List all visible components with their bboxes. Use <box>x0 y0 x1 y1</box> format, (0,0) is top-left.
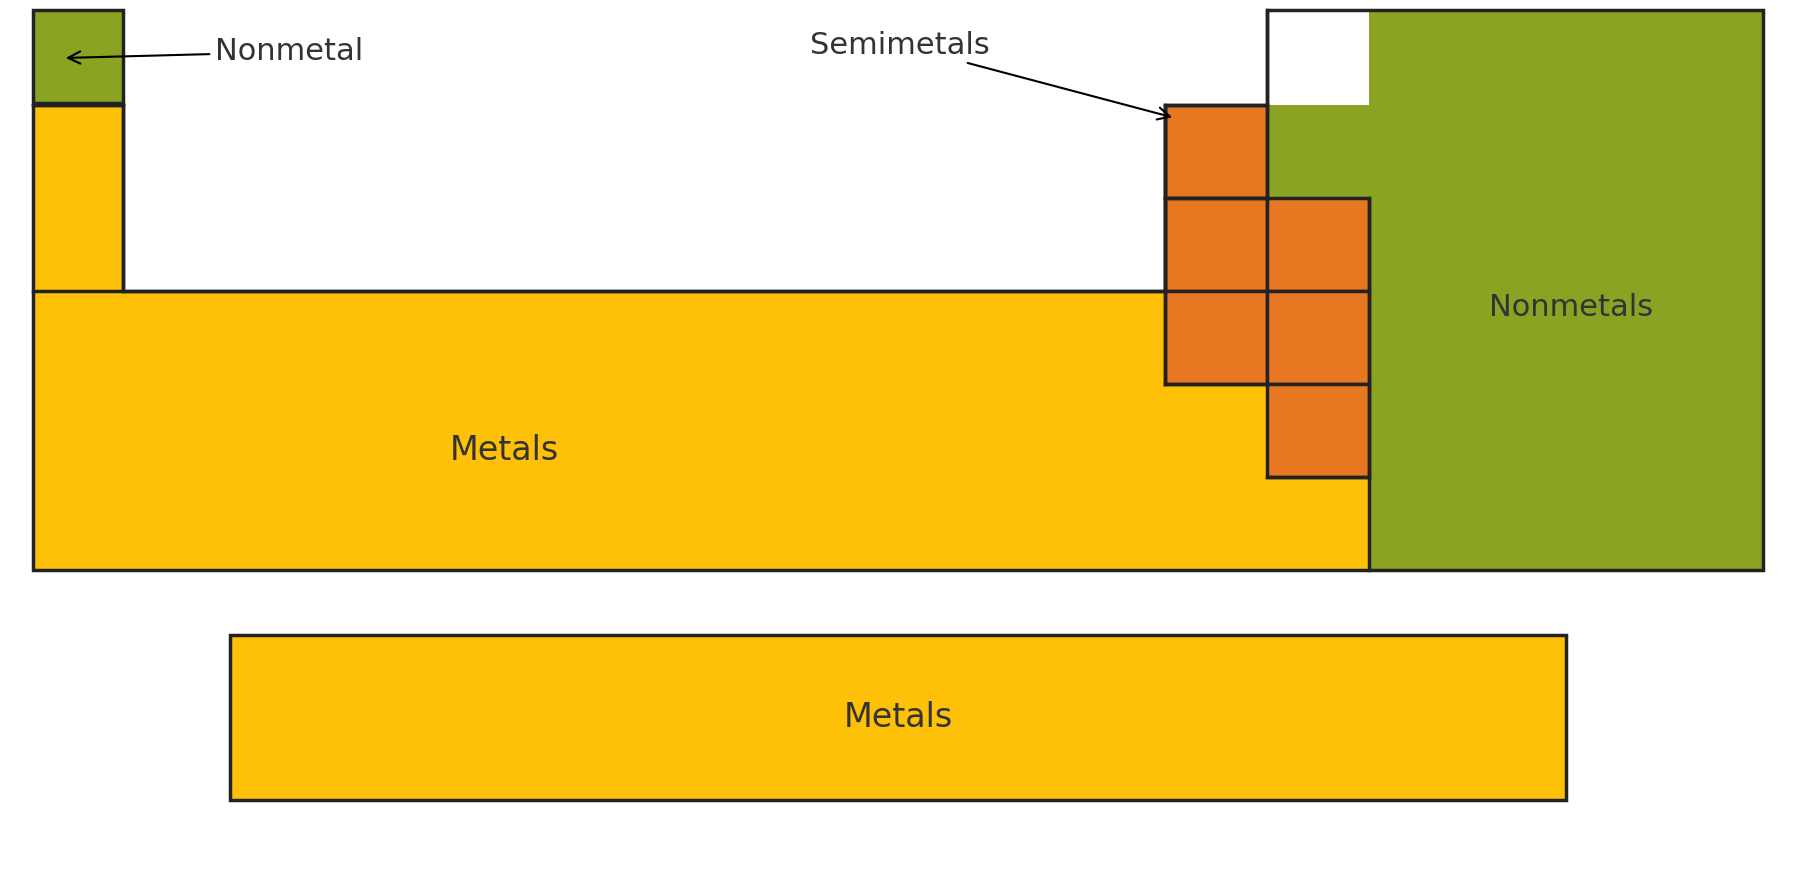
Text: Metals: Metals <box>450 434 560 467</box>
Bar <box>1267 384 1369 477</box>
Text: Semimetals: Semimetals <box>811 31 1170 120</box>
Bar <box>1164 198 1267 291</box>
Polygon shape <box>1164 10 1764 570</box>
Polygon shape <box>32 105 1369 570</box>
Text: Metals: Metals <box>843 701 953 734</box>
Bar <box>1267 198 1369 291</box>
Bar <box>1164 105 1267 198</box>
Bar <box>1164 291 1267 384</box>
Bar <box>230 635 1566 800</box>
Text: Nonmetals: Nonmetals <box>1489 293 1652 322</box>
Text: Nonmetal: Nonmetal <box>68 38 362 66</box>
Bar <box>1267 291 1369 384</box>
Bar <box>32 10 124 103</box>
